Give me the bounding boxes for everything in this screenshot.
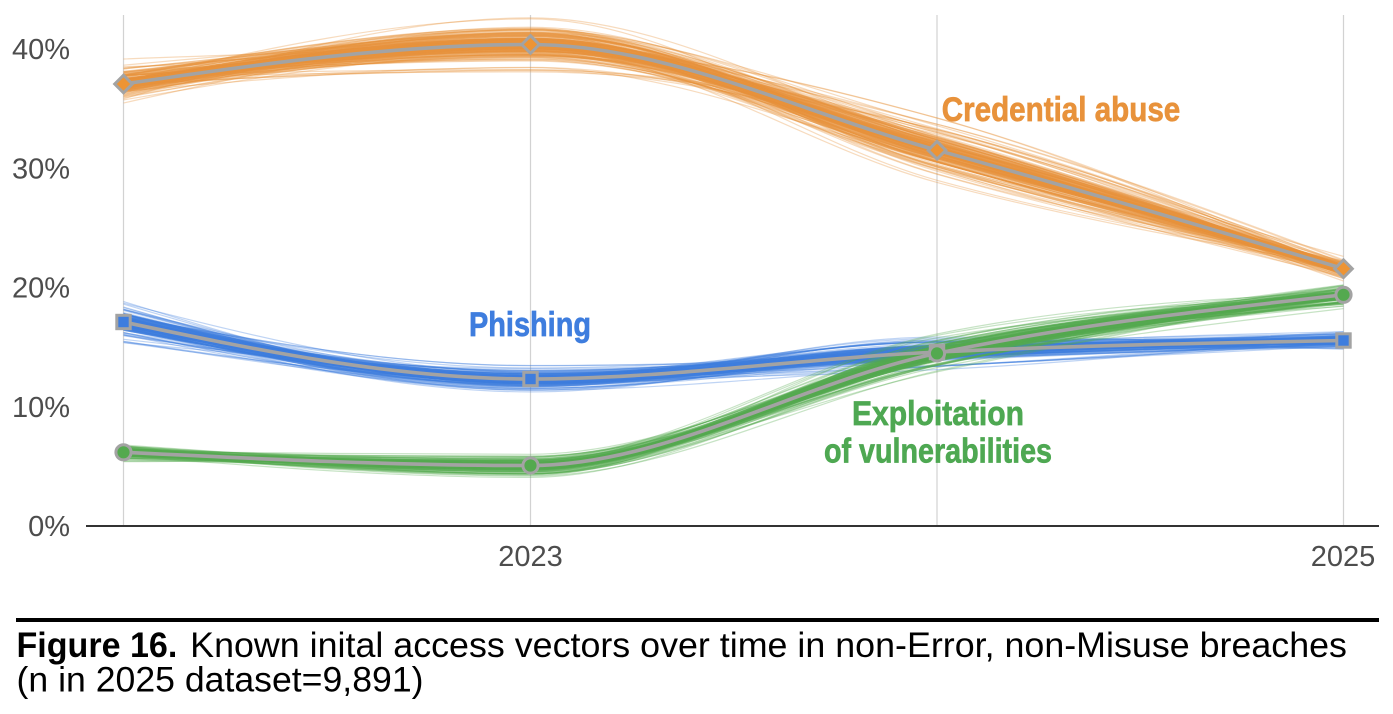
svg-text:0%: 0% [28,511,70,543]
svg-text:Exploitation: Exploitation [852,395,1024,433]
svg-text:2023: 2023 [498,541,563,573]
svg-text:10%: 10% [12,392,70,424]
svg-text:Figure 16.: Figure 16. [17,626,178,665]
svg-text:Phishing: Phishing [469,306,591,344]
svg-text:30%: 30% [12,153,70,185]
svg-text:20%: 20% [12,273,70,305]
svg-text:2025: 2025 [1311,541,1376,573]
svg-text:of vulnerabilities: of vulnerabilities [824,433,1052,471]
svg-text:40%: 40% [12,34,70,66]
svg-text:Credential abuse: Credential abuse [942,91,1181,129]
svg-text:(n in 2025 dataset=9,891): (n in 2025 dataset=9,891) [17,661,424,700]
svg-text:Known inital access vectors ov: Known inital access vectors over time in… [190,626,1347,665]
